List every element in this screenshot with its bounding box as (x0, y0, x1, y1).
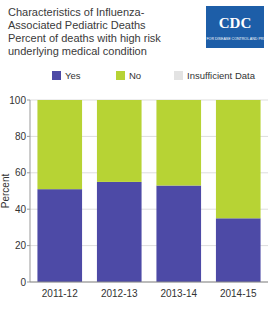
tick-label: 40 (15, 204, 27, 215)
tick-label: 0 (20, 277, 26, 288)
logo: CDC CENTERS FOR DISEASE CONTROL AND PREVE… (188, 6, 270, 48)
category-label: 2011-12 (42, 288, 78, 299)
legend: Yes No Insufficient Data (52, 70, 256, 81)
category-label: 2014-15 (220, 288, 257, 299)
tick-label: 80 (15, 131, 27, 142)
bar-segment (156, 100, 201, 101)
category-label: 2012-13 (101, 288, 138, 299)
tick-label: 60 (15, 167, 27, 178)
x-axis: 2011-12 2012-13 2013-14 2014-15 (42, 288, 257, 299)
bar-segment (216, 100, 261, 101)
legend-swatch (174, 71, 183, 80)
axis-line (30, 100, 31, 282)
bar-segment (37, 100, 82, 101)
bar-segment (156, 100, 201, 186)
logo-text: CDC (219, 15, 252, 31)
title: Characteristics of Influenza-Associated … (8, 6, 158, 32)
chart: CDC CENTERS FOR DISEASE CONTROL AND PREVE… (0, 0, 270, 310)
baseline (30, 282, 268, 283)
y-axis-label: Percent (0, 174, 11, 209)
logo-subtext: CENTERS FOR DISEASE CONTROL AND PREVENTI… (188, 37, 270, 41)
bar-segment (216, 100, 261, 218)
legend-label: Yes (65, 70, 81, 81)
bar-segment (97, 182, 142, 282)
bar-segment (156, 186, 201, 282)
bar-segment (97, 100, 142, 182)
title-box: Characteristics of Influenza-Associated … (8, 6, 188, 58)
logo-box (206, 6, 264, 48)
legend-swatch (52, 71, 61, 80)
bar-segment (216, 218, 261, 282)
bar-segment (97, 100, 142, 101)
tick-label: 100 (9, 95, 26, 106)
bar-segment (37, 189, 82, 282)
legend-label: No (129, 70, 141, 81)
bars (37, 100, 260, 282)
y-axis: 0 20 40 60 80 100 (9, 95, 268, 288)
grid-line (30, 282, 268, 283)
bar-segment (37, 100, 82, 189)
category-label: 2013-14 (160, 288, 197, 299)
tick-label: 20 (15, 240, 27, 251)
legend-swatch (116, 71, 125, 80)
subtitle: Percent of deaths with high risk underly… (8, 32, 188, 58)
legend-label: Insufficient Data (187, 70, 256, 81)
